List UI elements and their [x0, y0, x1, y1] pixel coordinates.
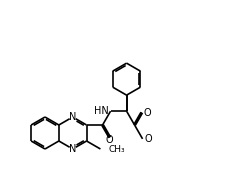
Text: O: O	[144, 108, 151, 118]
Text: N: N	[69, 112, 76, 122]
Text: O: O	[106, 135, 114, 146]
Text: N: N	[69, 144, 76, 154]
Text: CH₃: CH₃	[108, 145, 125, 153]
Text: O: O	[144, 134, 152, 144]
Text: HN: HN	[94, 106, 109, 116]
